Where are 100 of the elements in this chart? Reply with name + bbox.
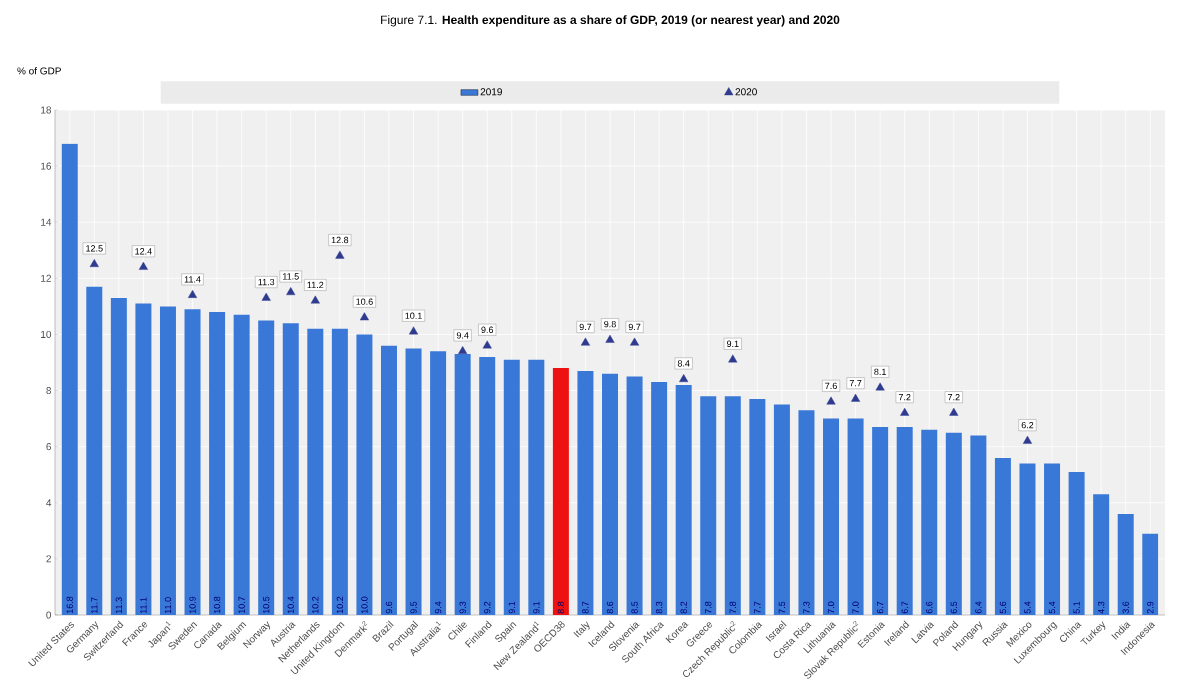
bar: [1117, 513, 1134, 615]
bar: [430, 351, 447, 615]
y-tick-label: 10: [41, 330, 52, 338]
y-tick-label: 14: [41, 218, 52, 226]
point: [1022, 435, 1033, 444]
bar: [626, 376, 643, 615]
bar: [921, 429, 938, 615]
point: [409, 326, 419, 335]
point: [138, 261, 148, 270]
data-label: 11.3: [258, 278, 275, 286]
y-axis-title: % of GDP: [17, 67, 61, 75]
bar: [872, 427, 889, 615]
data-label: 6.4: [975, 601, 982, 614]
data-label: 6.7: [876, 601, 884, 614]
bar: [602, 373, 618, 615]
data-label: 9.1: [533, 601, 540, 614]
bar: [700, 396, 717, 615]
y-tick-label: 16: [41, 162, 52, 170]
bar: [233, 314, 250, 615]
bar: [110, 297, 127, 615]
point: [335, 250, 345, 259]
data-label: 9.7: [628, 323, 641, 331]
bar: [159, 306, 176, 615]
data-label: 10.4: [287, 596, 294, 614]
data-label: 7.6: [825, 382, 837, 390]
point: [482, 340, 492, 349]
data-label: 11.7: [91, 597, 98, 614]
point: [359, 312, 369, 321]
data-label: 9.3: [459, 601, 466, 614]
y-tick-label: 0: [46, 611, 52, 619]
bar: [577, 370, 594, 615]
y-tick-label: 8: [46, 387, 52, 395]
x-tick-label: Italy: [573, 621, 590, 638]
bar: [184, 309, 201, 615]
data-label: 9.6: [481, 326, 494, 333]
data-label: 7.2: [948, 394, 960, 401]
data-label: 10.1: [405, 312, 422, 319]
data-label: 7.5: [778, 601, 786, 614]
bar: [1093, 494, 1110, 615]
data-label: 2.9: [1147, 601, 1154, 614]
data-label: 9.2: [484, 601, 491, 614]
data-label: 10.7: [238, 596, 245, 614]
data-label: 9.7: [579, 323, 592, 331]
point: [605, 334, 615, 343]
bar: [896, 427, 913, 615]
point: [679, 374, 689, 383]
legend-label: 2019: [480, 88, 502, 96]
data-label: 12.8: [331, 236, 349, 244]
bar: [945, 432, 962, 615]
data-label: 7.0: [852, 601, 859, 614]
data-label: 11.0: [164, 597, 172, 614]
point: [580, 337, 590, 346]
bar: [773, 404, 790, 615]
data-label: 11.3: [115, 597, 123, 614]
data-label: 3.6: [1122, 601, 1129, 614]
data-label: 9.1: [726, 340, 739, 347]
bar: [454, 354, 471, 615]
data-label: 8.8: [557, 601, 565, 614]
bar: [994, 457, 1011, 615]
data-label: 8.5: [631, 601, 638, 614]
point: [188, 289, 198, 298]
data-label: 8.7: [582, 601, 589, 614]
data-label: 10.2: [336, 596, 344, 614]
bar: [823, 418, 840, 615]
data-label: 8.6: [606, 601, 614, 614]
point: [949, 407, 959, 416]
y-tick-label: 18: [41, 106, 52, 114]
legend-label: 2020: [735, 88, 757, 96]
data-label: 12.4: [135, 248, 152, 255]
bar: [258, 320, 275, 615]
data-label: 10.2: [312, 596, 319, 614]
bar: [552, 368, 569, 615]
data-label: 11.5: [283, 273, 299, 280]
y-tick-label: 6: [46, 443, 52, 451]
data-label: 6.7: [901, 601, 908, 614]
data-label: 5.4: [1048, 601, 1056, 614]
data-label: 7.3: [803, 601, 810, 614]
point: [261, 292, 271, 301]
data-label: 7.8: [729, 601, 736, 614]
point: [900, 407, 910, 416]
bar: [380, 345, 397, 615]
data-label: 7.7: [849, 380, 862, 387]
bar: [1142, 533, 1159, 615]
bar: [282, 323, 299, 615]
point: [630, 337, 640, 346]
bar: [724, 396, 741, 615]
data-label: 5.1: [1073, 601, 1080, 614]
data-label: 11.4: [184, 276, 201, 283]
data-label: 10.6: [356, 298, 373, 305]
bar: [528, 359, 545, 615]
point: [458, 346, 468, 354]
data-label: 5.6: [999, 601, 1007, 614]
data-label: 9.4: [434, 601, 442, 614]
bar: [1044, 463, 1061, 615]
data-label: 7.2: [898, 394, 911, 401]
bar: [479, 356, 496, 615]
data-label: 4.3: [1097, 601, 1105, 614]
data-label: 6.6: [926, 601, 933, 614]
bar: [135, 303, 152, 615]
data-label: 10.0: [361, 596, 368, 614]
